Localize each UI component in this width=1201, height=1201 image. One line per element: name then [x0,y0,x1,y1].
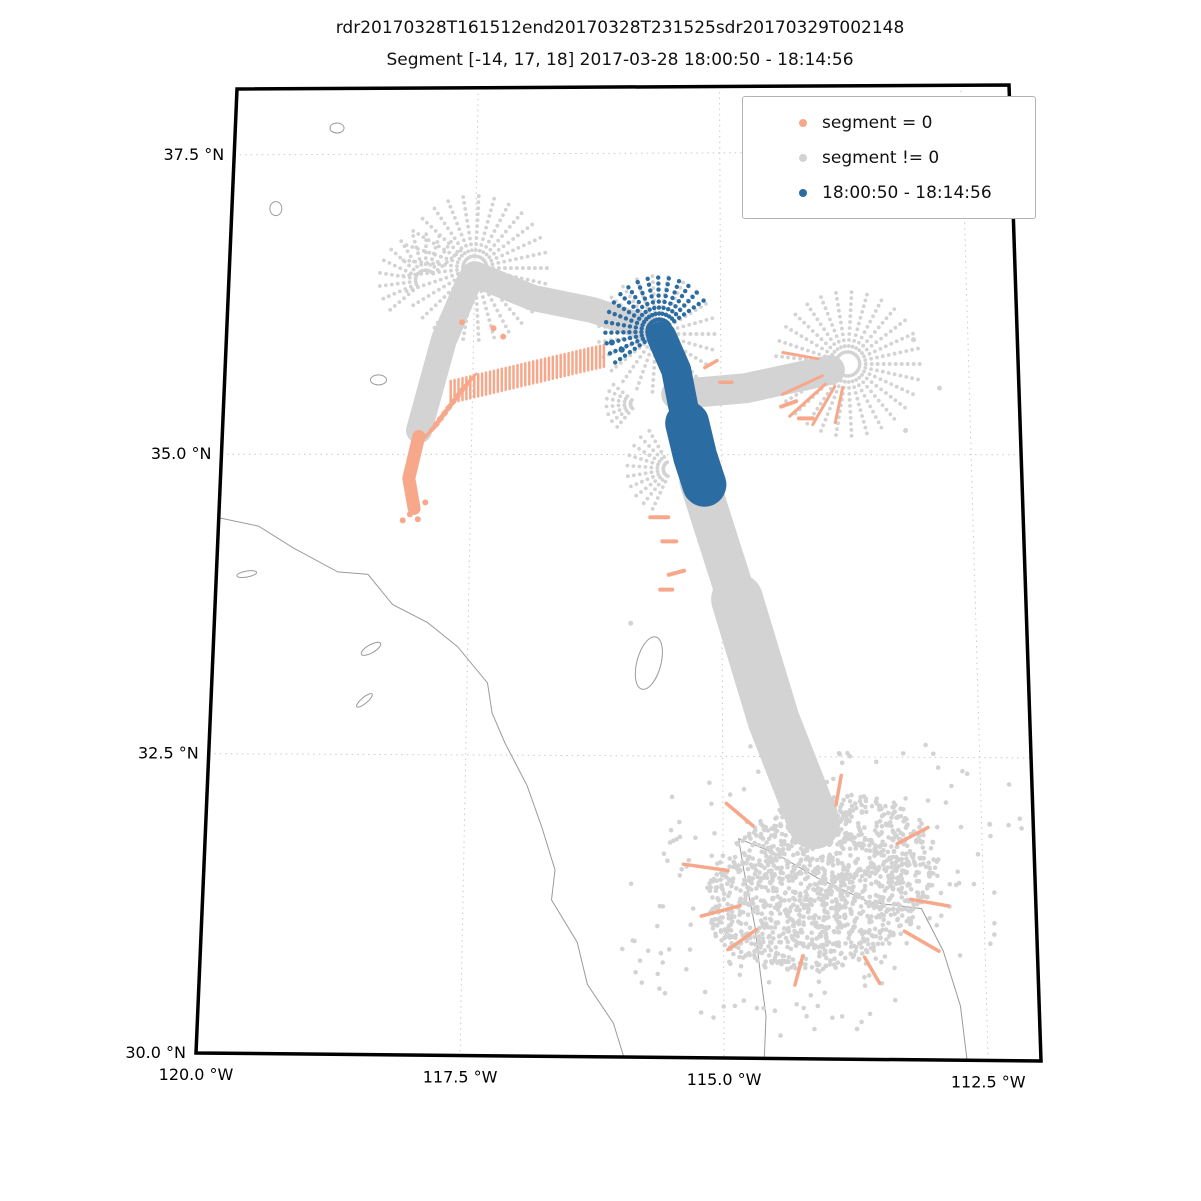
lat-tick-label: 37.5 °N [164,145,225,164]
legend-label: segment != 0 [822,147,940,168]
legend-label: 18:00:50 - 18:14:56 [822,182,992,203]
scatter-layers [377,194,1024,1038]
lon-tick-label: 115.0 °W [687,1070,762,1089]
figure-title: rdr20170328T161512end20170328T231525sdr2… [335,18,905,38]
segment-0-marker-icon [799,118,807,127]
legend: segment = 0 segment != 0 18:00:50 - 18:1… [742,96,1036,219]
gridlines [196,85,1041,1061]
legend-item-segment-0: segment = 0 [743,105,1035,140]
legend-item-highlight-time: 18:00:50 - 18:14:56 [743,175,1035,210]
lat-tick-label: 30.0 °N [125,1043,186,1062]
lon-tick-label: 120.0 °W [159,1065,234,1084]
segment-not-0-marker-icon [799,153,807,162]
lon-tick-label: 117.5 °W [423,1068,498,1087]
basemap-coastlines [218,122,968,1061]
map-frame [194,83,1043,1063]
legend-item-segment-not-0: segment != 0 [743,140,1035,175]
lat-tick-label: 32.5 °N [138,744,199,763]
highlight-marker-icon [799,188,807,197]
lat-tick-label: 35.0 °N [151,444,212,463]
legend-label: segment = 0 [822,112,933,133]
lon-tick-label: 112.5 °W [951,1073,1026,1092]
figure-subtitle: Segment [-14, 17, 18] 2017-03-28 18:00:5… [386,50,854,70]
